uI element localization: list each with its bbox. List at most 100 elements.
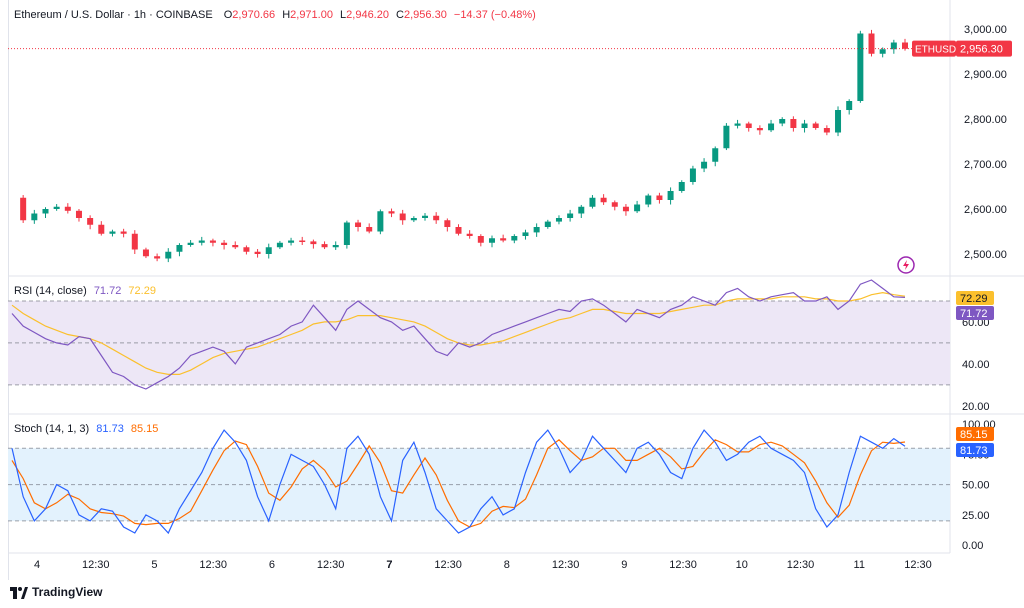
stoch-d-value: 85.15 xyxy=(130,423,159,435)
close-value: 2,956.30 xyxy=(404,9,447,21)
candle-body xyxy=(890,42,897,50)
candle-body xyxy=(321,244,328,248)
candle-body xyxy=(53,206,60,209)
time-tick-label: 9 xyxy=(621,559,627,571)
candle-body xyxy=(31,213,38,221)
indicator-value-badge xyxy=(956,306,994,320)
candle-body xyxy=(332,245,339,248)
price-tick-label: 2,900.00 xyxy=(964,69,1007,81)
indicator-tick-label: 0.00 xyxy=(962,540,983,552)
high-value: 2,971.00 xyxy=(290,9,333,21)
price-tick-label: 2,800.00 xyxy=(964,114,1007,126)
tradingview-branding[interactable]: TradingView xyxy=(10,585,102,599)
candle-body xyxy=(734,123,741,126)
candle-body xyxy=(500,238,507,241)
open-label: O xyxy=(223,9,233,21)
candle-body xyxy=(221,242,228,245)
candle-body xyxy=(656,195,663,200)
candle-body xyxy=(801,123,808,128)
time-tick-label: 12:30 xyxy=(199,559,227,571)
candle-body xyxy=(846,101,853,110)
change-value: −14.37 (−0.48%) xyxy=(453,9,536,21)
candle-body xyxy=(712,148,719,162)
candle-body xyxy=(198,240,205,243)
candle-body xyxy=(522,232,529,236)
last-price-value: 2,956.30 xyxy=(960,44,1003,56)
candle-body xyxy=(477,236,484,243)
time-tick-label: 12:30 xyxy=(904,559,932,571)
indicator-value-text: 71.72 xyxy=(960,308,988,320)
candle-body xyxy=(701,161,708,169)
candle-body xyxy=(399,213,406,221)
price-tick-label: 2,600.00 xyxy=(964,204,1007,216)
tradingview-name: TradingView xyxy=(32,585,103,599)
chart-canvas[interactable]: 3,000.00 2,900.00 2,800.00 2,700.00 2,600.00… xyxy=(0,0,1024,580)
candle-body xyxy=(176,245,183,252)
candle-body xyxy=(187,242,194,245)
time-tick-label: 7 xyxy=(386,559,392,571)
low-label: L xyxy=(340,9,347,21)
candle-body xyxy=(589,197,596,207)
candle-body xyxy=(689,168,696,182)
indicator-value-text: 81.73 xyxy=(960,445,988,457)
time-tick-label: 12:30 xyxy=(787,559,815,571)
candle-body xyxy=(779,119,786,124)
candle-body xyxy=(243,247,250,252)
candle-body xyxy=(154,256,161,259)
candle-body xyxy=(20,197,27,221)
close-label: C xyxy=(396,9,404,21)
indicator-series-line xyxy=(11,429,906,535)
candle-body xyxy=(555,218,562,222)
candle-body xyxy=(511,236,518,241)
candle-body xyxy=(42,209,49,214)
last-price-badge xyxy=(956,40,1012,57)
indicator-value-badge xyxy=(956,291,994,305)
time-tick-label: 12:30 xyxy=(317,559,345,571)
candle-body xyxy=(678,182,685,191)
time-tick-label: 6 xyxy=(269,559,275,571)
price-tick-label: 3,000.00 xyxy=(964,24,1007,36)
candle-body xyxy=(756,128,763,131)
candle-body xyxy=(455,227,462,234)
candle-body xyxy=(209,240,216,243)
lightning-glyph-icon xyxy=(903,260,909,270)
candle-body xyxy=(768,123,775,131)
candle-body xyxy=(488,238,495,243)
candle-body xyxy=(109,231,116,234)
indicator-value-text: 72.29 xyxy=(960,293,988,305)
candle-body xyxy=(366,227,373,232)
candle-body xyxy=(857,33,864,101)
candle-body xyxy=(343,222,350,245)
candle-body xyxy=(120,231,127,234)
candle-body xyxy=(634,204,641,212)
high-label: H xyxy=(282,9,291,21)
candle-body xyxy=(723,125,730,149)
candle-body xyxy=(422,215,429,218)
candle-body xyxy=(745,123,752,128)
candle-body xyxy=(254,251,261,254)
candle-body xyxy=(645,195,652,205)
tradingview-logo-icon xyxy=(10,586,28,599)
open-value: 2,970.66 xyxy=(232,9,276,21)
candle-body xyxy=(87,218,94,225)
low-value: 2,946.20 xyxy=(346,9,389,21)
candle-body xyxy=(466,233,473,236)
time-tick-label: 12:30 xyxy=(669,559,697,571)
time-tick-label: 4 xyxy=(34,559,40,571)
candle-body xyxy=(98,224,105,234)
candle-body xyxy=(622,206,629,212)
candle-body xyxy=(879,49,886,54)
candle-body xyxy=(232,245,239,248)
candle-body xyxy=(310,241,317,245)
stoch-name: Stoch (14, 1, 3) xyxy=(14,423,90,435)
candle-body xyxy=(790,119,797,128)
indicator-value-badge xyxy=(956,427,994,441)
candle-body xyxy=(64,206,71,211)
candle-body xyxy=(276,242,283,248)
candle-body xyxy=(902,42,908,49)
time-tick-label: 12:30 xyxy=(82,559,110,571)
time-tick-label: 8 xyxy=(504,559,510,571)
time-tick-label: 12:30 xyxy=(552,559,580,571)
candle-body xyxy=(433,215,440,221)
candle-body xyxy=(567,213,574,218)
